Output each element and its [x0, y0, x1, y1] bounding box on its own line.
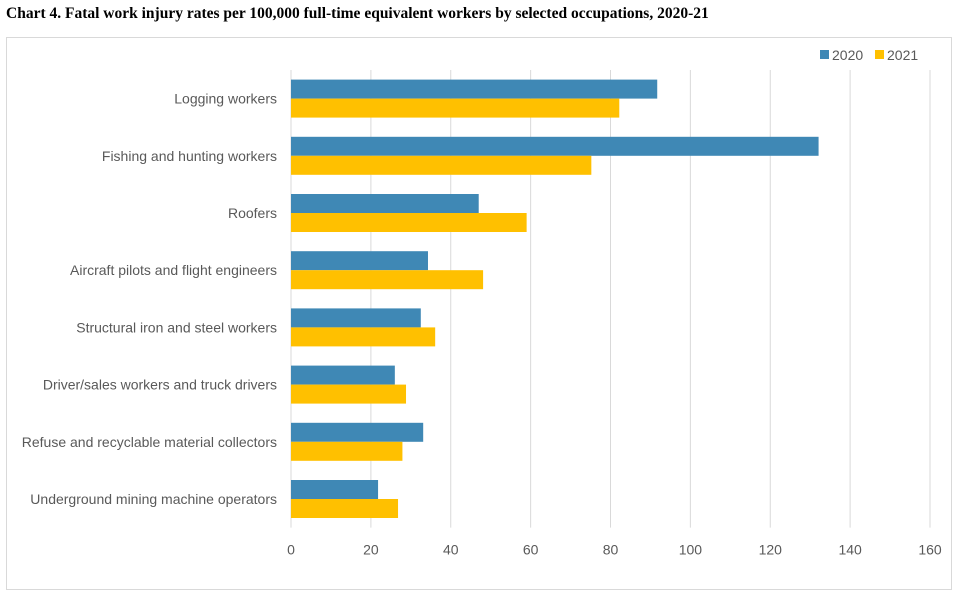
x-tick-label: 160	[918, 542, 942, 558]
x-tick-label: 120	[759, 542, 783, 558]
bar-2020	[291, 79, 658, 99]
bar-2020	[291, 480, 379, 499]
legend-label: 2021	[887, 47, 918, 63]
bar-2021	[291, 327, 436, 347]
category-label: Refuse and recyclable material collector…	[22, 434, 277, 450]
category-label: Logging workers	[174, 91, 277, 107]
chart-title: Chart 4. Fatal work injury rates per 100…	[6, 5, 709, 22]
bar-2021	[291, 213, 527, 232]
bar-2020	[291, 136, 819, 156]
legend-label: 2020	[832, 47, 863, 63]
bar-2021	[291, 155, 592, 175]
x-tick-label: 80	[603, 542, 619, 558]
bar-2021	[291, 98, 620, 118]
bar-2021	[291, 441, 403, 461]
x-tick-label: 60	[523, 542, 539, 558]
category-label: Roofers	[228, 205, 277, 221]
category-label: Structural iron and steel workers	[76, 319, 277, 335]
legend-swatch-2021	[875, 50, 884, 59]
x-tick-label: 100	[679, 542, 703, 558]
x-tick-label: 20	[363, 542, 379, 558]
x-tick-label: 0	[287, 542, 295, 558]
bar-2021	[291, 499, 399, 518]
category-label: Aircraft pilots and flight engineers	[70, 262, 277, 278]
bar-2020	[291, 422, 424, 442]
bar-2020	[291, 194, 479, 213]
bar-2020	[291, 365, 395, 385]
bar-2020	[291, 251, 428, 271]
chart-frame	[6, 37, 952, 590]
bar-2021	[291, 384, 407, 404]
legend-swatch-2020	[820, 50, 829, 59]
category-label: Underground mining machine operators	[30, 491, 277, 507]
x-tick-label: 140	[838, 542, 862, 558]
category-label: Fishing and hunting workers	[102, 148, 277, 164]
bar-2021	[291, 270, 484, 290]
category-label: Driver/sales workers and truck drivers	[43, 377, 277, 393]
x-tick-label: 40	[443, 542, 459, 558]
bar-2020	[291, 308, 421, 328]
